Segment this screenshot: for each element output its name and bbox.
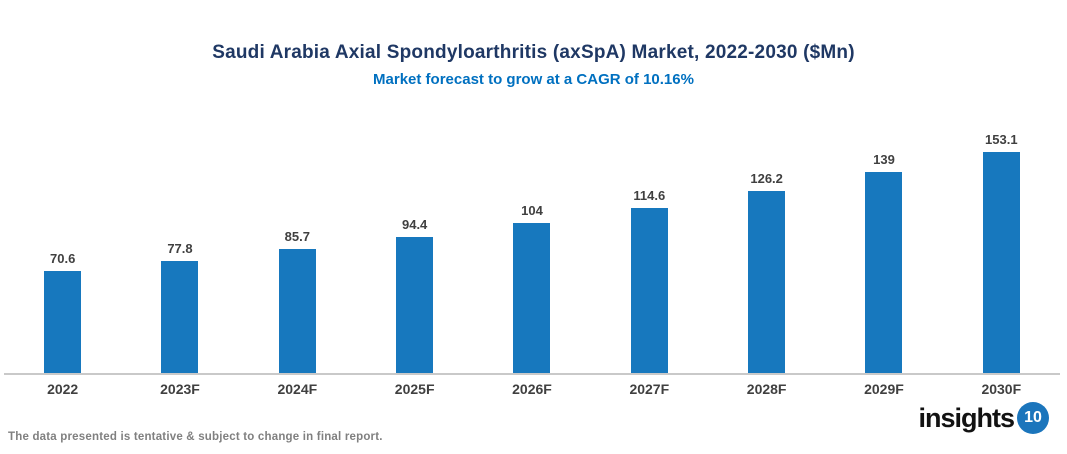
chart-subtitle: Market forecast to grow at a CAGR of 10.…: [373, 71, 694, 88]
bar: [278, 249, 316, 373]
bar-value-label: 85.7: [284, 229, 310, 244]
x-axis-label: 2027F: [629, 381, 670, 397]
x-axis-label: 2024F: [277, 381, 318, 397]
bar-column: 70.6: [4, 251, 121, 373]
bar: [982, 152, 1020, 373]
bar: [630, 208, 668, 373]
x-axis-label: 2022: [47, 381, 79, 397]
x-axis-label: 2029F: [864, 381, 904, 397]
bar: [748, 191, 786, 373]
bar-value-label: 104: [521, 203, 543, 218]
bar: [44, 271, 82, 373]
bar-column: 139: [825, 152, 942, 373]
bar-column: 85.7: [239, 229, 356, 373]
x-axis-label: 2028F: [746, 381, 787, 397]
logo-wordmark: insights: [918, 402, 1015, 433]
bar-column: 114.6: [591, 188, 708, 373]
disclaimer-note: The data presented is tentative & subjec…: [8, 431, 383, 443]
bar: [161, 261, 199, 373]
bar-value-label: 139: [873, 152, 895, 167]
chart-header: Saudi Arabia Axial Spondyloarthritis (ax…: [0, 0, 1067, 88]
logo-badge-icon: 10: [1017, 402, 1049, 434]
x-axis-label: 2026F: [512, 381, 552, 397]
x-axis-label: 2030F: [981, 381, 1022, 397]
bar-column: 126.2: [708, 171, 825, 373]
bar-value-label: 126.2: [750, 171, 783, 186]
bar-column: 77.8: [121, 241, 238, 373]
x-axis-label: 2025F: [394, 381, 435, 397]
bar-value-label: 114.6: [633, 188, 666, 203]
bar: [865, 172, 903, 373]
insights10-logo: insights 10: [918, 402, 1049, 434]
bar-value-label: 77.8: [167, 241, 193, 256]
bar: [396, 237, 434, 373]
chart-title: Saudi Arabia Axial Spondyloarthritis (ax…: [212, 42, 855, 63]
x-axis-label: 2023F: [160, 381, 200, 397]
bar-value-label: 153.1: [985, 132, 1018, 147]
bar-column: 104: [473, 203, 590, 373]
plot-area: 70.6 77.8 85.7 94.4 104 114.6 126.2 139 153.1: [4, 93, 1060, 375]
bar-column: 94.4: [356, 217, 473, 373]
bar: [513, 223, 551, 373]
bar-column: 153.1: [943, 132, 1060, 373]
x-axis: 2022 2023F 2024F 2025F 2026F 2027F 2028F 2029F 2…: [4, 381, 1060, 397]
bar-value-label: 70.6: [50, 251, 76, 266]
bar-value-label: 94.4: [401, 217, 428, 232]
